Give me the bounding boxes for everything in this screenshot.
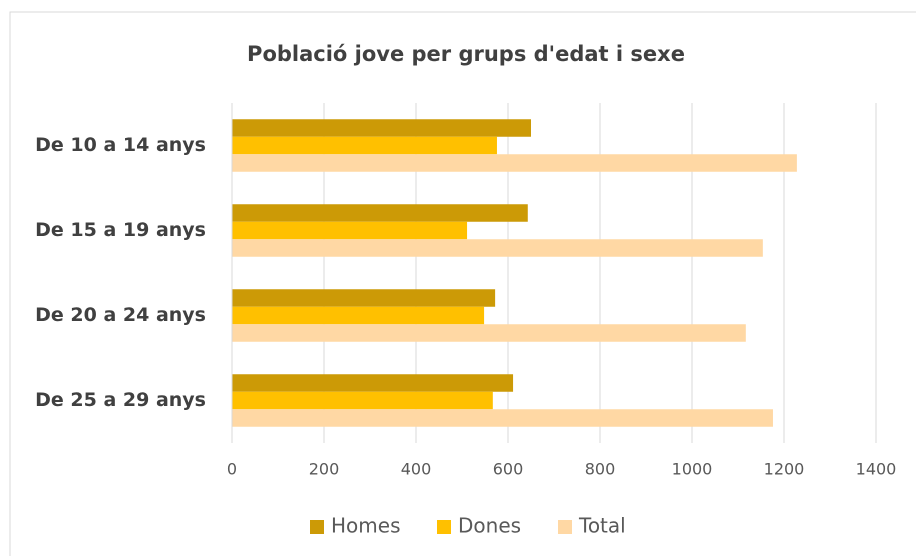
- x-tick-label: 1200: [764, 460, 805, 479]
- legend-label: Homes: [331, 514, 400, 538]
- x-tick-label: 1400: [856, 460, 897, 479]
- chart-border: [9, 11, 916, 556]
- y-tick-label: De 20 a 24 anys: [35, 304, 206, 326]
- x-tick-label: 0: [227, 460, 237, 479]
- legend-swatch: [310, 520, 324, 534]
- legend-label: Dones: [458, 514, 521, 538]
- x-tick-label: 400: [401, 460, 432, 479]
- bar: [232, 136, 497, 155]
- legend-label: Total: [578, 514, 626, 538]
- x-tick-label: 600: [493, 460, 524, 479]
- bar: [232, 289, 496, 307]
- bar: [232, 154, 797, 172]
- bar: [232, 391, 493, 410]
- y-tick-label: De 25 a 29 anys: [35, 389, 206, 411]
- bar: [232, 306, 485, 325]
- legend-swatch: [558, 520, 572, 534]
- chart-title: Població jove per grups d'edat i sexe: [247, 42, 685, 66]
- x-tick-label: 1000: [672, 460, 713, 479]
- y-tick-label: De 15 a 19 anys: [35, 219, 206, 241]
- y-tick-label: De 10 a 14 anys: [35, 134, 206, 156]
- bar: [232, 239, 763, 257]
- bar: [232, 221, 468, 240]
- bar: [232, 119, 531, 137]
- x-tick-label: 800: [585, 460, 616, 479]
- bar: [232, 409, 773, 427]
- x-tick-label: 200: [309, 460, 340, 479]
- legend-swatch: [437, 520, 451, 534]
- bar: [232, 374, 514, 392]
- bar: [232, 324, 746, 342]
- bar: [232, 204, 528, 222]
